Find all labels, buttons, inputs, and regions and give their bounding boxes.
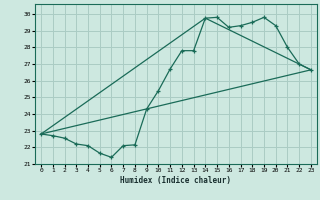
X-axis label: Humidex (Indice chaleur): Humidex (Indice chaleur)	[121, 176, 231, 185]
